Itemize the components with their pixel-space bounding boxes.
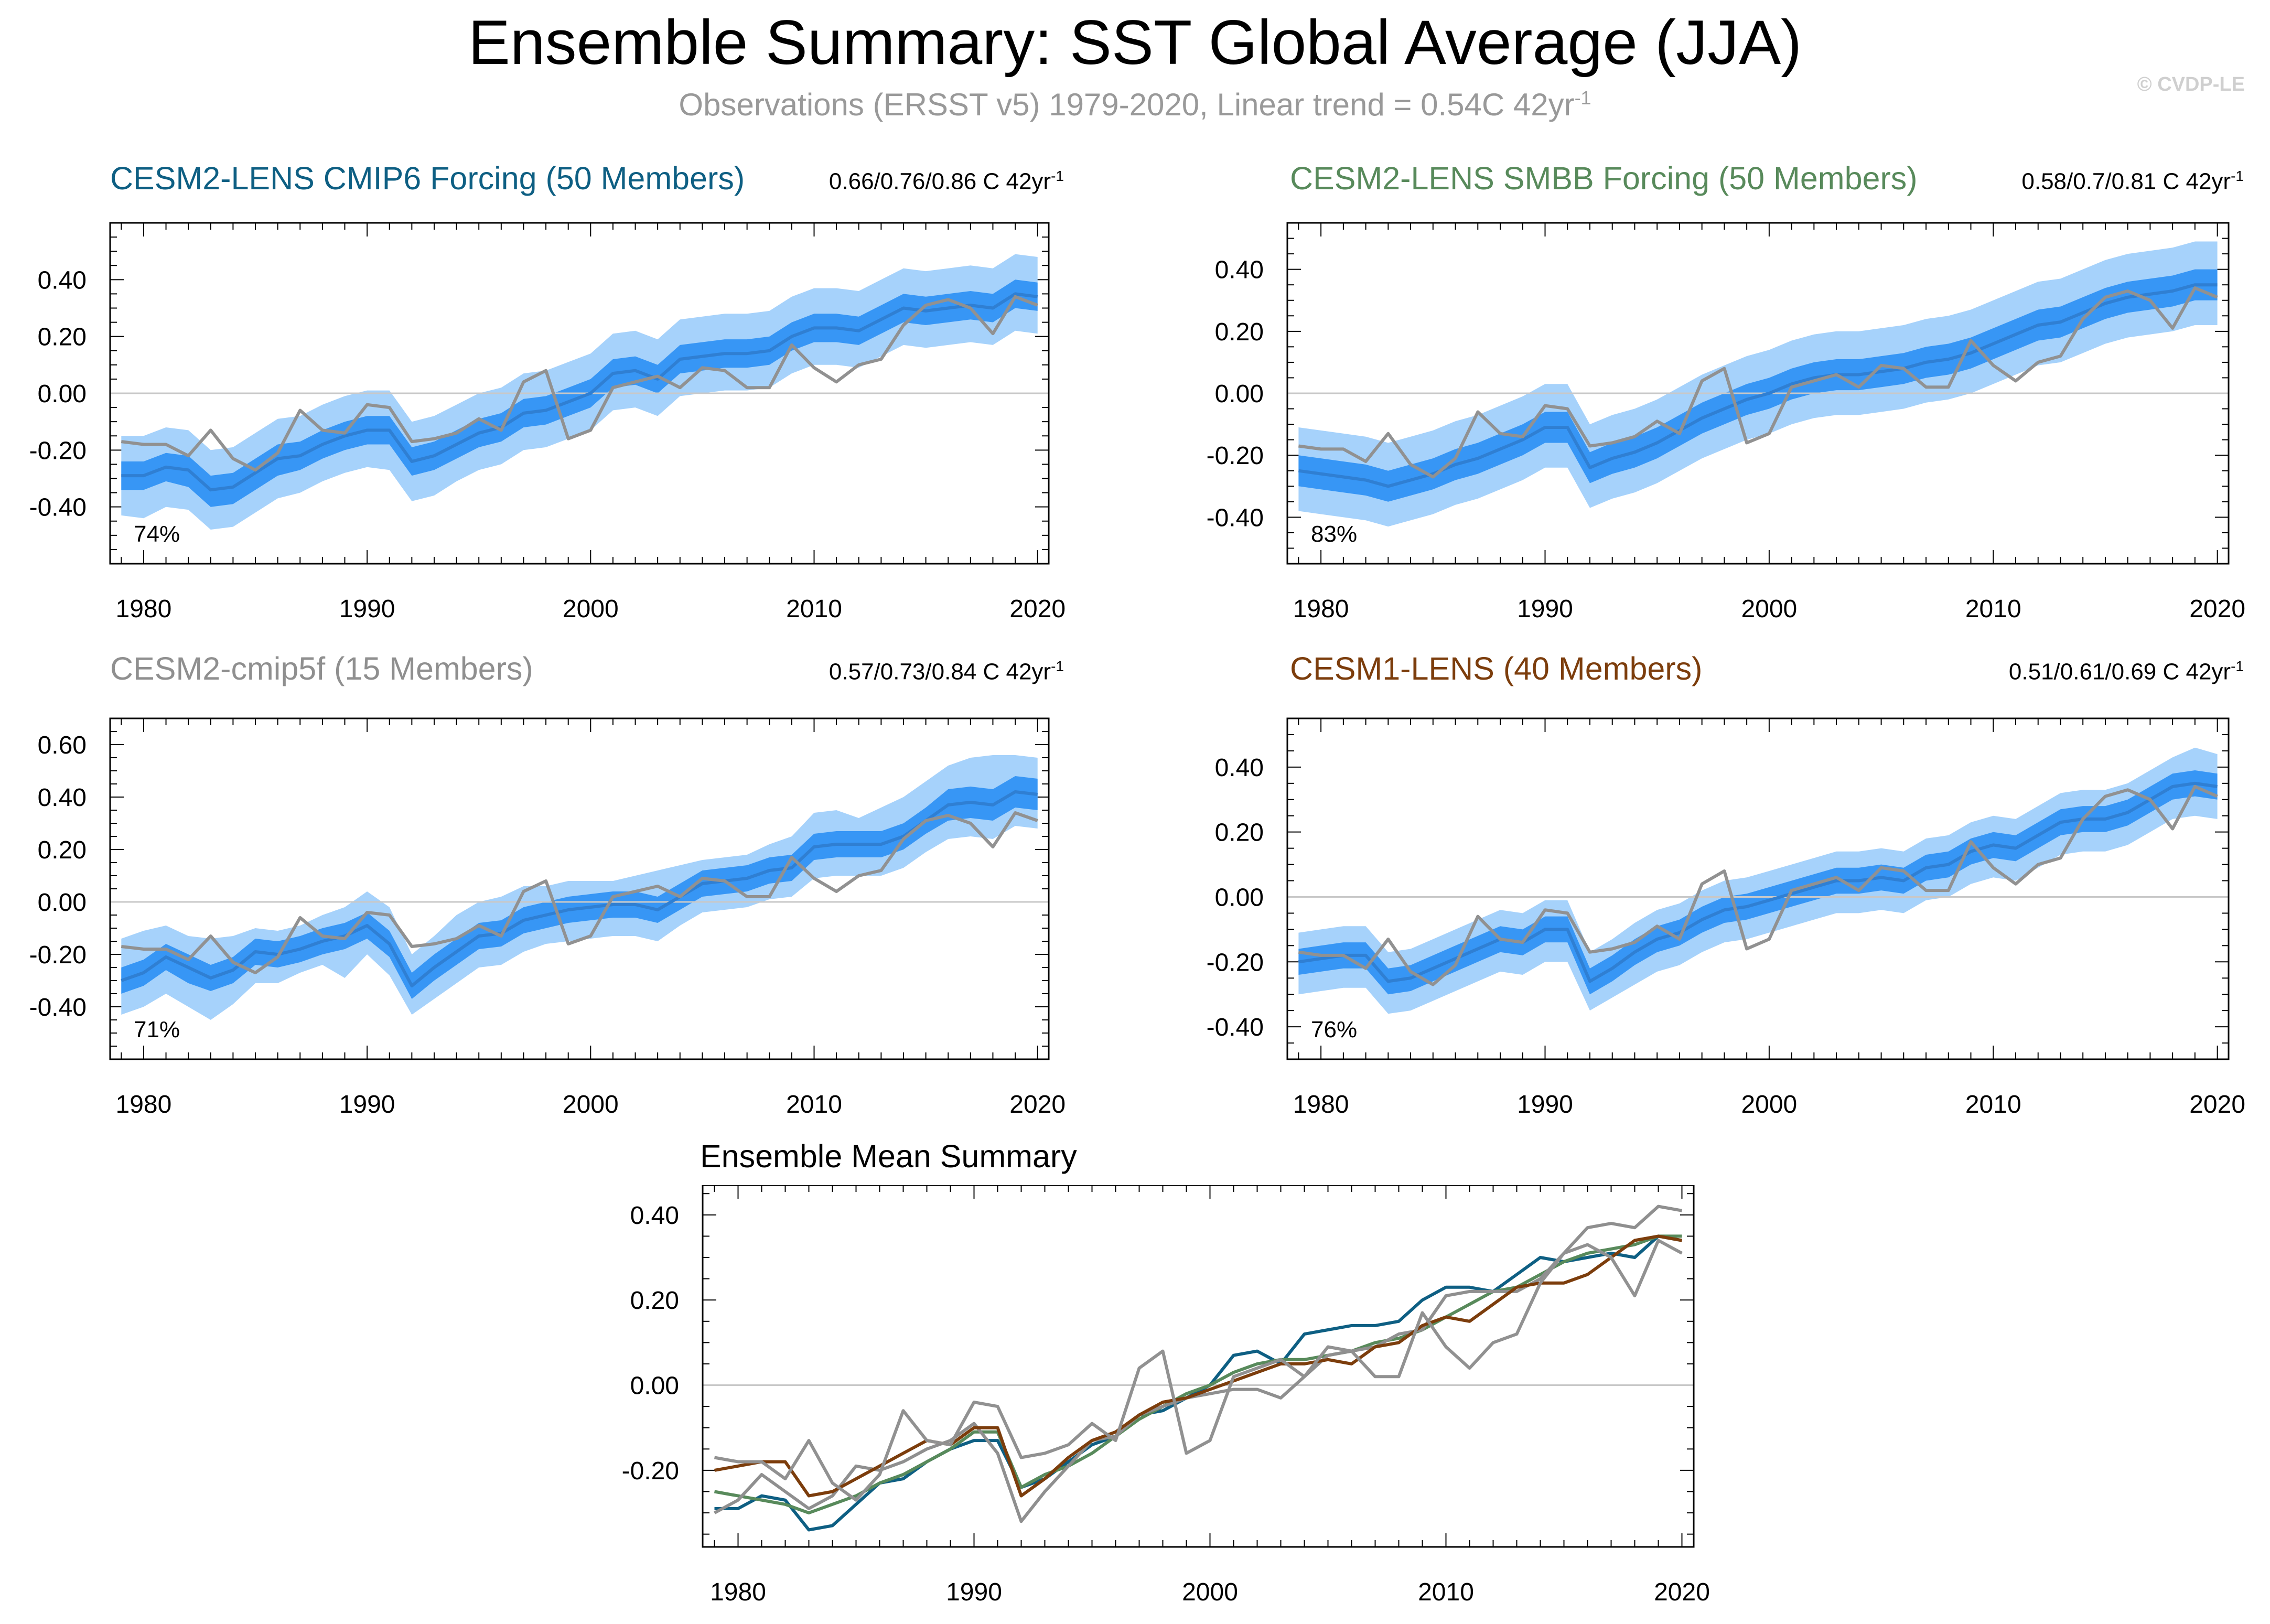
page-title: Ensemble Summary: SST Global Average (JJ… — [468, 7, 1802, 78]
y-tick-label: 0.40 — [630, 1202, 679, 1230]
y-tick-label: 0.20 — [38, 836, 87, 864]
y-tick-label: 0.00 — [630, 1372, 679, 1400]
chart-panel-smbb: 83% 1980 1990 2000 2010 2020 -0.40 -0.20 0.00 0.2… — [1207, 222, 2245, 623]
y-tick-label: 0.60 — [38, 732, 87, 759]
ensemble-10-90-band — [1298, 269, 2218, 502]
x-tick-label: 2010 — [1965, 1091, 2021, 1118]
y-tick-label: 0.00 — [1215, 884, 1264, 911]
panel-title-cmip5f: CESM2-cmip5f (15 Members) — [110, 651, 533, 686]
x-tick-label: 1980 — [116, 1091, 172, 1118]
credit-label: © CVDP-LE — [2137, 73, 2245, 95]
ensemble-10-90-band — [121, 776, 1038, 999]
panel-title-smbb: CESM2-LENS SMBB Forcing (50 Members) — [1290, 160, 1918, 196]
y-tick-label: 0.00 — [38, 889, 87, 917]
plot-border — [1286, 717, 2230, 1060]
plot-border — [109, 222, 1050, 565]
ensemble-mean-line — [121, 292, 1038, 492]
chart-panel-summary: 1980 1990 2000 2010 2020 -0.20 0.00 0.20 0.40 — [622, 1185, 1710, 1606]
y-tick-label: 0.40 — [1215, 256, 1264, 284]
panel-trend-cesm1: 0.51/0.61/0.69 C 42yr-1 — [2008, 658, 2244, 685]
y-tick-label: -0.20 — [1207, 949, 1264, 976]
percent-label: 83% — [1311, 521, 1357, 547]
y-tick-label: 0.20 — [38, 324, 87, 351]
observations-line — [1298, 286, 2218, 479]
ensemble-mean-line-4 — [714, 1239, 1683, 1502]
observations-line — [121, 811, 1038, 974]
y-tick-label: -0.20 — [1207, 442, 1264, 470]
x-tick-label: 1990 — [946, 1578, 1002, 1606]
panel-trend-smbb: 0.58/0.7/0.81 C 42yr-1 — [2021, 168, 2244, 195]
y-tick-label: -0.40 — [1207, 504, 1264, 532]
y-tick-label: -0.40 — [29, 994, 87, 1021]
page-subtitle: Observations (ERSST v5) 1979-2020, Linea… — [679, 87, 1591, 122]
ensemble-mean-line — [1298, 283, 2218, 488]
plot-area — [703, 1185, 1694, 1547]
y-tick-label: 0.20 — [1215, 819, 1264, 847]
x-tick-label: 2000 — [1182, 1578, 1238, 1606]
panel-trend-cmip5f: 0.57/0.73/0.84 C 42yr-1 — [829, 658, 1064, 685]
x-tick-label: 1980 — [710, 1578, 766, 1606]
ensemble-mean-line-3 — [714, 1234, 1683, 1498]
y-tick-label: 0.40 — [1215, 754, 1264, 782]
chart-panel-cmip6: 74% 1980 1990 2000 2010 2020 -0.40 -0.20 0.00 0.2… — [29, 222, 1066, 623]
ensemble-mean-line — [1298, 781, 2218, 983]
x-tick-label: 2020 — [1009, 595, 1066, 623]
y-tick-label: 0.40 — [38, 266, 87, 294]
observations-line — [121, 295, 1038, 472]
chart-panel-cmip5f: 71% 1980 1990 2000 2010 2020 -0.40 -0.20 0.00 0.2… — [29, 717, 1066, 1118]
x-tick-label: 2000 — [1741, 595, 1797, 623]
x-tick-label: 2020 — [2189, 595, 2245, 623]
plot-border — [109, 717, 1050, 1060]
x-tick-label: 1990 — [1517, 595, 1573, 623]
x-tick-label: 1980 — [1293, 595, 1349, 623]
y-tick-label: -0.20 — [29, 941, 87, 969]
x-tick-label: 2020 — [2189, 1091, 2245, 1118]
x-tick-label: 2020 — [1009, 1091, 1066, 1118]
x-tick-label: 2000 — [563, 595, 619, 623]
plot-border — [702, 1185, 1695, 1548]
ensemble-range-band — [121, 755, 1038, 1020]
y-tick-label: 0.40 — [38, 784, 87, 812]
observations-line — [1298, 785, 2218, 986]
panel-title-cesm1: CESM1-LENS (40 Members) — [1290, 651, 1703, 686]
panel-trend-cmip6: 0.66/0.76/0.86 C 42yr-1 — [829, 168, 1064, 195]
plot-border — [1286, 222, 2230, 565]
x-tick-label: 2000 — [563, 1091, 619, 1118]
y-tick-label: 0.00 — [38, 380, 87, 408]
y-tick-label: -0.40 — [1207, 1014, 1264, 1041]
percent-label: 71% — [134, 1017, 180, 1042]
x-tick-label: 2010 — [786, 595, 842, 623]
y-tick-label: -0.20 — [29, 437, 87, 465]
x-tick-label: 2010 — [786, 1091, 842, 1118]
x-tick-label: 2010 — [1418, 1578, 1474, 1606]
x-tick-label: 1990 — [339, 595, 395, 623]
percent-label: 74% — [134, 521, 180, 547]
y-tick-label: 0.20 — [630, 1287, 679, 1315]
y-tick-label: 0.20 — [1215, 318, 1264, 346]
x-tick-label: 2010 — [1965, 595, 2021, 623]
y-tick-label: 0.00 — [1215, 380, 1264, 408]
x-tick-label: 1980 — [1293, 1091, 1349, 1118]
x-tick-label: 2000 — [1741, 1091, 1797, 1118]
chart-panel-cesm1: 76% 1980 1990 2000 2010 2020 -0.40 -0.20 0.00 0.2… — [1207, 717, 2245, 1118]
x-tick-label: 1980 — [116, 595, 172, 623]
y-tick-label: -0.40 — [29, 494, 87, 522]
x-tick-label: 2020 — [1654, 1578, 1710, 1606]
panel-title-summary: Ensemble Mean Summary — [700, 1138, 1077, 1174]
ensemble-mean-line — [121, 790, 1038, 987]
percent-label: 76% — [1311, 1017, 1357, 1042]
x-tick-label: 1990 — [339, 1091, 395, 1118]
x-tick-label: 1990 — [1517, 1091, 1573, 1118]
y-tick-label: -0.20 — [622, 1457, 679, 1485]
panel-title-cmip6: CESM2-LENS CMIP6 Forcing (50 Members) — [110, 160, 745, 196]
